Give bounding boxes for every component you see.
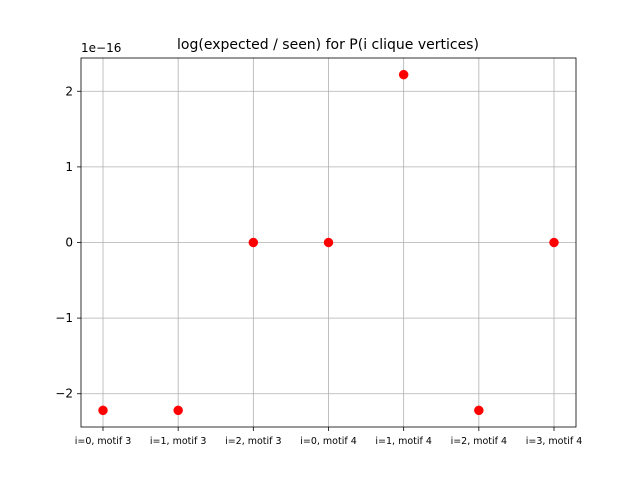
data-point — [474, 405, 484, 416]
y-axis-offset-label: 1e−16 — [81, 41, 121, 55]
data-point — [323, 237, 334, 248]
x-tick-labels: i=0, motif 3 i=1, motif 3 i=2, motif 3 i=0,… — [75, 436, 583, 447]
y-tick-label: −1 — [55, 311, 73, 325]
x-tick-label: i=3, motif 4 — [526, 436, 583, 447]
data-points — [98, 69, 559, 416]
data-point — [549, 237, 559, 248]
y-tick-label: 1 — [65, 160, 73, 174]
y-tick-label: −2 — [55, 387, 73, 401]
data-point — [398, 69, 409, 80]
chart-title: log(expected / seen) for P(i clique vert… — [177, 37, 479, 53]
y-tick-labels: −2 −1 0 1 2 — [55, 84, 73, 400]
x-tick-label: i=1, motif 3 — [150, 436, 207, 447]
x-tick-label: i=0, motif 3 — [75, 436, 132, 447]
data-point — [173, 405, 183, 416]
grid-layer — [81, 58, 576, 427]
data-point — [248, 237, 259, 248]
x-tick-label: i=0, motif 4 — [300, 436, 357, 447]
y-tick-label: 0 — [65, 236, 73, 250]
tick-layer — [77, 90, 555, 431]
data-point — [98, 405, 108, 416]
x-tick-label: i=1, motif 4 — [375, 436, 432, 447]
x-tick-label: i=2, motif 4 — [451, 436, 508, 447]
x-tick-label: i=2, motif 3 — [225, 436, 282, 447]
y-tick-label: 2 — [65, 84, 73, 98]
